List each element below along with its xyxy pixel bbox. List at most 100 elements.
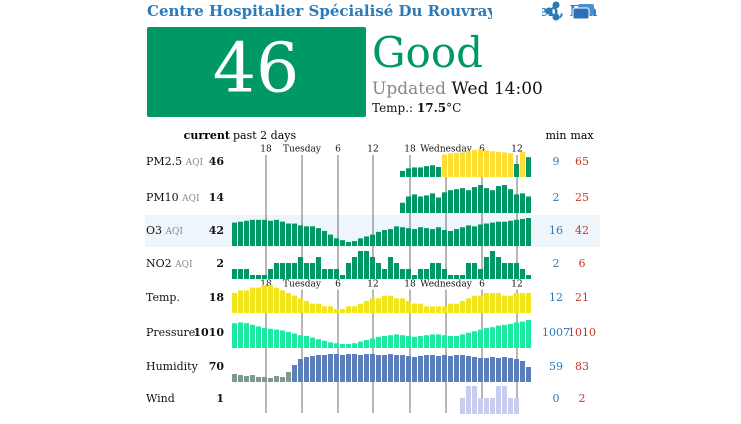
- bar: [514, 263, 519, 279]
- bar: [526, 293, 531, 313]
- bar: [418, 227, 423, 246]
- bar: [370, 338, 375, 348]
- row-label: PM10 AQI: [146, 191, 200, 204]
- bar: [352, 257, 357, 279]
- aqi-box: [147, 27, 366, 117]
- bar: [322, 306, 327, 313]
- bar: [322, 340, 327, 348]
- bar: [232, 374, 237, 382]
- bar: [358, 303, 363, 313]
- time-label-bg: [366, 279, 380, 290]
- row-name: PM2.5: [146, 155, 182, 168]
- bar: [316, 355, 321, 382]
- bar: [340, 240, 345, 246]
- bar: [370, 354, 375, 382]
- bar: [352, 354, 357, 382]
- bar: [274, 219, 279, 246]
- bar: [526, 275, 531, 279]
- bar: [514, 164, 519, 177]
- row-min: 12: [549, 291, 563, 304]
- bar: [520, 193, 525, 213]
- time-label: 12: [367, 145, 378, 155]
- bar: [418, 336, 423, 348]
- bar: [484, 150, 489, 177]
- row-current: 18: [209, 291, 225, 304]
- bar: [442, 335, 447, 348]
- bar: [268, 220, 273, 246]
- bar: [292, 365, 297, 382]
- time-label: 12: [367, 280, 378, 290]
- share-icon[interactable]: [545, 1, 560, 21]
- row-min: 59: [549, 360, 563, 373]
- time-label-bg: [282, 279, 323, 290]
- bar: [508, 324, 513, 348]
- bar: [364, 354, 369, 382]
- bar: [460, 227, 465, 246]
- temp-value: 17.5: [417, 101, 446, 115]
- bar: [496, 325, 501, 348]
- bar: [256, 326, 261, 348]
- station-title[interactable]: Centre Hospitalier Spécialisé Du Rouvray…: [147, 2, 598, 20]
- bar: [496, 152, 501, 177]
- bar: [406, 336, 411, 348]
- bar: [400, 335, 405, 348]
- bar: [298, 225, 303, 246]
- bar: [430, 334, 435, 348]
- bar: [472, 149, 477, 177]
- bar: [376, 263, 381, 279]
- bar: [430, 306, 435, 313]
- bar: [286, 332, 291, 348]
- bar: [256, 287, 261, 313]
- bar: [466, 386, 471, 414]
- bar: [238, 269, 243, 279]
- bar: [232, 222, 237, 246]
- bar: [274, 376, 279, 382]
- bar: [430, 263, 435, 279]
- row-max: 65: [575, 155, 589, 168]
- bar: [382, 355, 387, 382]
- bar: [298, 335, 303, 348]
- bar: [364, 340, 369, 348]
- bar: [466, 356, 471, 382]
- bar: [238, 221, 243, 246]
- bar: [334, 343, 339, 348]
- bar: [328, 354, 333, 382]
- bar: [442, 154, 447, 177]
- bar: [304, 301, 309, 313]
- bar: [430, 165, 435, 177]
- time-label-bg: [334, 279, 343, 290]
- bar: [526, 218, 531, 246]
- bar: [466, 225, 471, 246]
- bar: [316, 303, 321, 313]
- bar: [436, 263, 441, 279]
- row-unit: AQI: [174, 260, 193, 270]
- row-current: 70: [209, 360, 225, 373]
- bar: [376, 231, 381, 246]
- bar: [334, 309, 339, 313]
- widget-icon[interactable]: [572, 4, 594, 20]
- bar: [484, 257, 489, 279]
- row-label: Humidity: [146, 360, 199, 373]
- bar: [358, 355, 363, 382]
- bar: [280, 263, 285, 279]
- bar: [322, 355, 327, 382]
- bar: [400, 227, 405, 246]
- bar: [484, 223, 489, 246]
- bar: [478, 269, 483, 279]
- time-label: 12: [511, 145, 522, 155]
- bar: [496, 186, 501, 213]
- bar: [244, 290, 249, 313]
- bar: [448, 190, 453, 213]
- row-label: NO2 AQI: [146, 257, 193, 270]
- row-current: 2: [216, 257, 224, 270]
- bar: [448, 336, 453, 348]
- bar: [346, 263, 351, 279]
- time-label-bg: [419, 279, 474, 290]
- bar: [508, 189, 513, 213]
- bar: [316, 339, 321, 348]
- bar: [424, 355, 429, 382]
- time-label: 6: [335, 145, 341, 155]
- bar: [364, 301, 369, 313]
- bar: [472, 295, 477, 313]
- bar: [436, 227, 441, 246]
